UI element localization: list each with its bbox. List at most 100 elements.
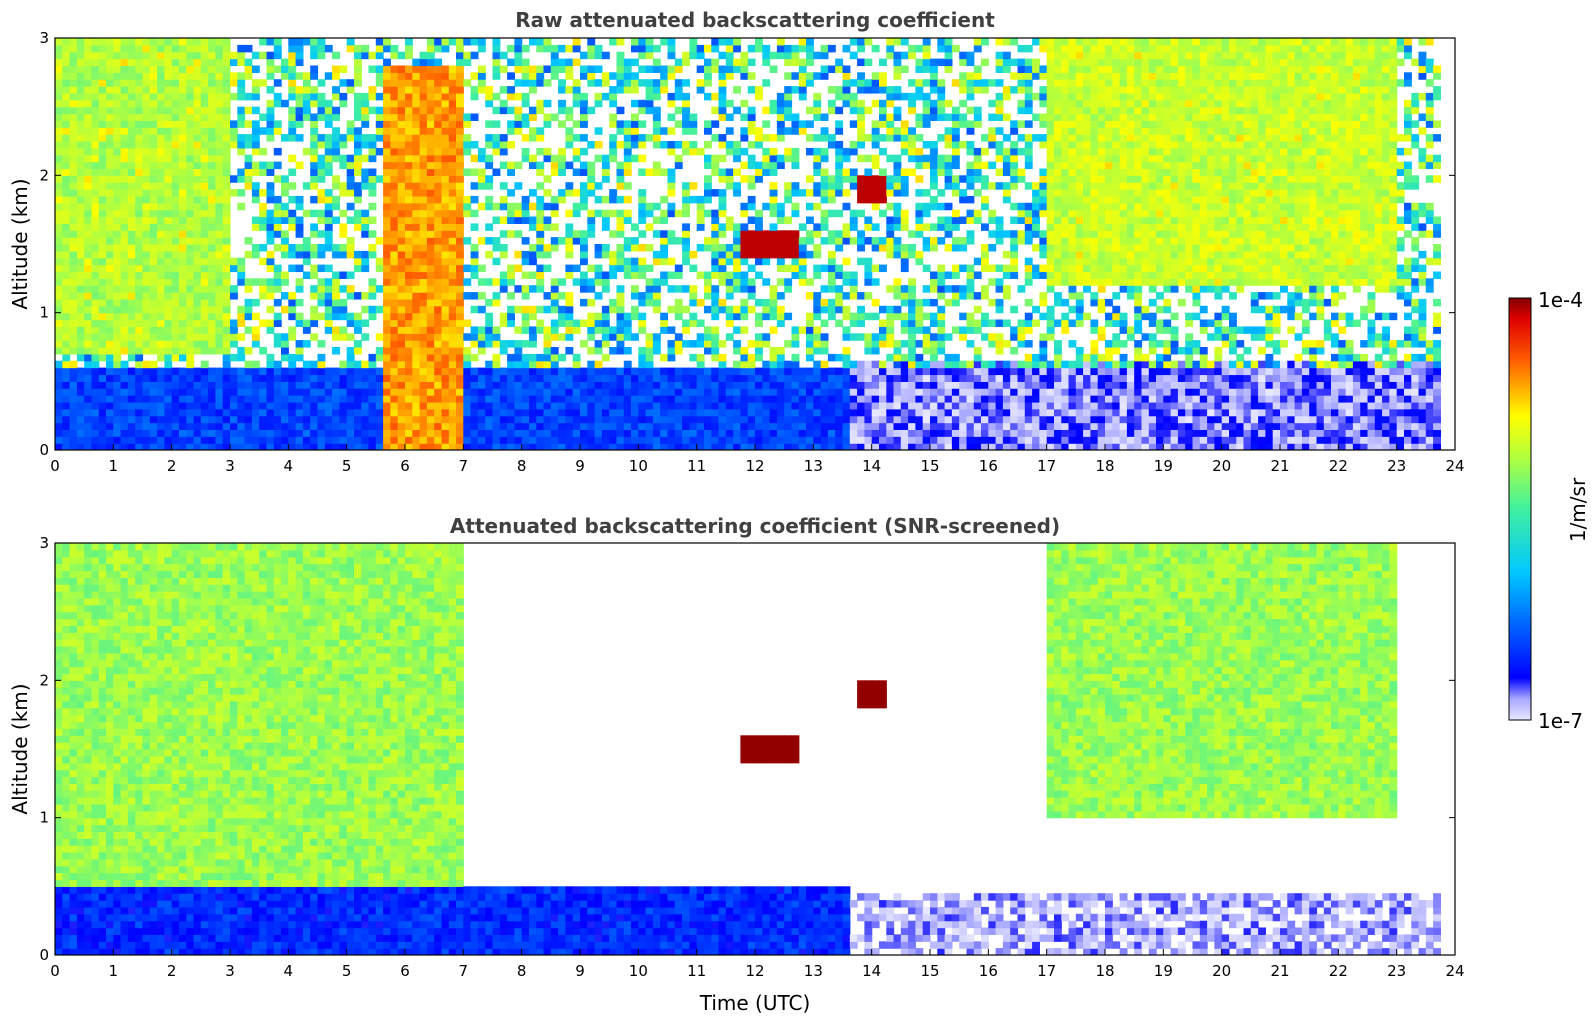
heatmap-cell <box>463 278 472 286</box>
heatmap-cell <box>725 127 734 135</box>
heatmap-cell <box>186 92 195 101</box>
heatmap-cell <box>419 175 428 183</box>
heatmap-cell <box>587 264 596 273</box>
heatmap-cell <box>135 230 144 238</box>
heatmap-cell <box>667 257 676 266</box>
heatmap-cell <box>62 264 71 273</box>
heatmap-cell <box>725 65 734 73</box>
heatmap-cell <box>441 401 450 410</box>
heatmap-cell <box>222 367 231 376</box>
heatmap-cell <box>230 374 238 382</box>
heatmap-cell <box>434 58 443 67</box>
heatmap-cell <box>864 381 873 389</box>
heatmap-cell <box>755 395 763 403</box>
heatmap-cell <box>259 347 268 355</box>
heatmap-cell <box>142 401 151 410</box>
heatmap-cell <box>397 305 406 314</box>
heatmap-cell <box>769 244 778 252</box>
heatmap-cell <box>674 298 683 307</box>
heatmap-cell <box>864 264 873 273</box>
heatmap-cell <box>550 443 559 450</box>
heatmap-cell <box>157 319 165 327</box>
heatmap-cell <box>448 264 457 273</box>
heatmap-cell <box>682 395 690 403</box>
heatmap-cell <box>426 127 435 135</box>
heatmap-cell <box>820 134 829 142</box>
heatmap-cell <box>230 367 238 376</box>
heatmap-cell <box>813 367 822 376</box>
heatmap-cell <box>62 292 71 300</box>
heatmap-cell <box>456 175 464 183</box>
heatmap-cell <box>470 51 479 60</box>
heatmap-cell <box>149 381 158 389</box>
heatmap-cell <box>704 305 712 314</box>
heatmap-cell <box>521 395 530 403</box>
heatmap-cell <box>310 51 319 60</box>
heatmap-cell <box>594 99 603 108</box>
heatmap-cell <box>142 141 151 149</box>
heatmap-cell <box>499 347 508 355</box>
heatmap-cell <box>354 79 362 87</box>
heatmap-cell <box>601 388 610 396</box>
heatmap-cell <box>222 58 231 67</box>
heatmap-cell <box>769 147 778 156</box>
heatmap-cell <box>324 209 333 218</box>
heatmap-cell <box>405 381 413 389</box>
heatmap-cell <box>820 168 829 176</box>
heatmap-cell <box>157 388 165 396</box>
heatmap-cell <box>784 51 793 60</box>
heatmap-cell <box>295 374 304 382</box>
heatmap-cell <box>652 86 661 94</box>
heatmap-cell <box>375 147 384 156</box>
heatmap-cell <box>857 443 865 450</box>
heatmap-cell <box>98 298 107 307</box>
heatmap-cell <box>368 395 377 403</box>
heatmap-cell <box>587 429 596 437</box>
heatmap-cell <box>536 44 545 53</box>
heatmap-cell <box>521 285 530 293</box>
heatmap-cell <box>390 216 399 224</box>
heatmap-cell <box>332 51 340 60</box>
heatmap-cell <box>426 312 435 321</box>
heatmap-cell <box>806 408 814 417</box>
heatmap-cell <box>98 257 107 266</box>
heatmap-cell <box>631 285 639 293</box>
heatmap-cell <box>113 257 122 266</box>
heatmap-cell <box>711 65 720 73</box>
heatmap-cell <box>164 38 173 46</box>
heatmap-cell <box>499 147 508 156</box>
heatmap-cell <box>193 374 202 382</box>
heatmap-cell <box>827 429 836 437</box>
heatmap-cell <box>820 436 829 444</box>
heatmap-cell <box>456 92 464 101</box>
heatmap-cell <box>91 422 100 430</box>
heatmap-cell <box>215 367 224 376</box>
heatmap-cell <box>645 401 654 410</box>
heatmap-cell <box>631 237 639 245</box>
heatmap-cell <box>434 113 443 121</box>
heatmap-cell <box>273 99 282 108</box>
heatmap-cell <box>91 86 100 94</box>
heatmap-cell <box>776 347 785 355</box>
heatmap-cell <box>157 44 165 53</box>
heatmap-cell <box>849 360 858 369</box>
heatmap-cell <box>230 72 238 80</box>
heatmap-cell <box>55 106 63 115</box>
heatmap-cell <box>638 347 647 355</box>
heatmap-cell <box>529 106 537 115</box>
heatmap-cell <box>84 374 93 382</box>
heatmap-cell <box>529 436 537 444</box>
heatmap-cell <box>434 422 443 430</box>
heatmap-cell <box>419 106 428 115</box>
heatmap-cell <box>813 92 822 101</box>
heatmap-cell <box>499 367 508 376</box>
heatmap-cell <box>135 182 144 190</box>
heatmap-cell <box>660 141 669 149</box>
heatmap-cell <box>529 443 537 450</box>
heatmap-cell <box>200 237 209 245</box>
heatmap-cell <box>164 429 173 437</box>
heatmap-cell <box>55 250 63 259</box>
heatmap-cell <box>536 79 545 87</box>
heatmap-cell <box>733 86 741 94</box>
heatmap-cell <box>747 388 756 396</box>
